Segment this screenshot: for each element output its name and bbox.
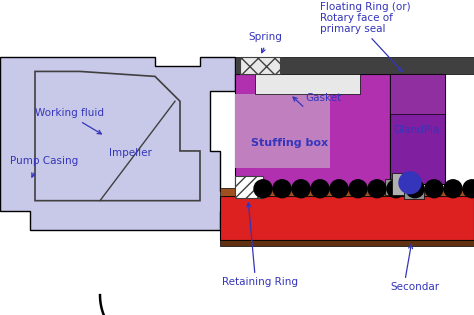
Circle shape <box>292 180 310 198</box>
Text: Working fluid: Working fluid <box>35 108 104 118</box>
Bar <box>390 74 445 114</box>
Bar <box>240 56 280 74</box>
Bar <box>404 189 424 199</box>
Bar <box>390 74 445 184</box>
Circle shape <box>444 180 462 198</box>
Circle shape <box>349 180 367 198</box>
Bar <box>385 179 405 195</box>
Circle shape <box>368 180 386 198</box>
Text: Secondar: Secondar <box>390 282 439 292</box>
Text: GlandPla: GlandPla <box>393 125 439 135</box>
Bar <box>235 74 390 188</box>
Text: primary seal: primary seal <box>320 24 385 34</box>
Circle shape <box>387 180 405 198</box>
Text: Gasket: Gasket <box>305 93 341 103</box>
Circle shape <box>254 180 272 198</box>
Bar <box>255 74 360 94</box>
Bar <box>235 56 474 74</box>
Circle shape <box>425 180 443 198</box>
Bar <box>220 240 474 246</box>
Text: Stuffing box: Stuffing box <box>251 138 328 148</box>
Text: Retaining Ring: Retaining Ring <box>222 277 298 287</box>
Text: Floating Ring (or): Floating Ring (or) <box>320 2 410 12</box>
Bar <box>235 176 263 198</box>
Circle shape <box>463 180 474 198</box>
Polygon shape <box>35 72 200 201</box>
Circle shape <box>273 180 291 198</box>
Bar <box>220 188 474 196</box>
Circle shape <box>406 180 424 198</box>
Bar <box>220 196 474 240</box>
Text: Rotary face of: Rotary face of <box>320 13 393 23</box>
Polygon shape <box>0 56 235 231</box>
Text: Pump Casing: Pump Casing <box>10 156 78 166</box>
Text: Spring: Spring <box>248 32 282 42</box>
Circle shape <box>330 180 348 198</box>
Bar <box>235 94 330 168</box>
Bar <box>392 173 404 195</box>
Circle shape <box>311 180 329 198</box>
Circle shape <box>399 172 421 194</box>
Text: Impeller: Impeller <box>109 148 151 158</box>
